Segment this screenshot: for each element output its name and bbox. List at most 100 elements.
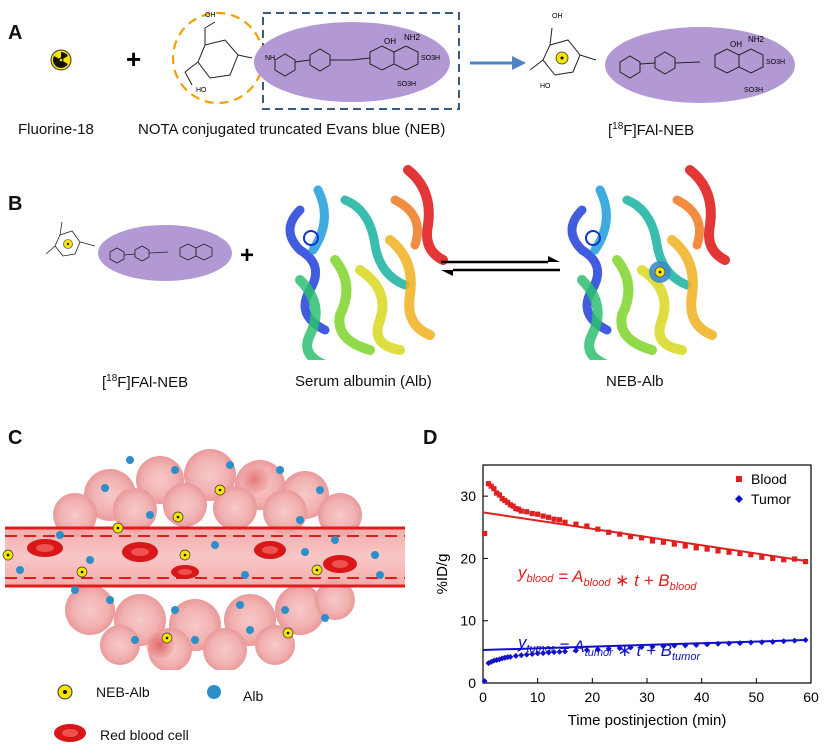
tumor-point — [671, 642, 678, 649]
blood-point — [584, 523, 590, 529]
caption-fal-neb-a-post: F]FAl-NEB — [623, 122, 695, 139]
fit-line-blood-fit — [482, 511, 806, 562]
tumor-point — [562, 648, 568, 655]
blood-point — [748, 552, 754, 558]
blood-point — [491, 486, 497, 492]
tumor-point — [490, 657, 497, 664]
neb-so3h-label-2: SO3H — [397, 81, 416, 88]
x-tick-label: 50 — [749, 689, 765, 705]
blood-point — [638, 535, 645, 541]
neb-nh-label: NH — [265, 55, 275, 62]
tumor-point — [518, 652, 525, 659]
tumor-point — [496, 656, 503, 663]
legend-rbc-icon — [54, 724, 86, 742]
legend-alb-label: Alb — [243, 688, 264, 704]
tumor-point — [523, 651, 530, 658]
tumor-point — [726, 640, 732, 647]
caption-fal-neb-a-pre: [ — [608, 122, 613, 139]
caption-fluorine-18: Fluorine-18 — [18, 121, 94, 138]
blood-point — [556, 517, 563, 523]
blood-point — [726, 549, 732, 555]
y-tick-label: 30 — [460, 488, 476, 504]
tumor-point — [583, 646, 590, 653]
tumor-point — [540, 650, 547, 657]
blood-point — [515, 506, 522, 512]
caption-neb-alb: NEB-Alb — [606, 373, 664, 390]
equation-blood: yblood = Ablood ∗ t + Bblood — [517, 563, 697, 593]
blood-point — [792, 556, 798, 562]
caption-fal-neb-b-sup: 18 — [106, 373, 118, 384]
panel-b-plus: + — [240, 242, 254, 269]
blood-point — [649, 538, 656, 544]
tumor-point — [545, 649, 552, 656]
panel-b-graphic: + — [45, 165, 730, 360]
legend-neb-alb-icon — [57, 684, 73, 700]
fal-neb-so3h-label-1: SO3H — [766, 59, 785, 66]
blood-point — [628, 534, 634, 540]
blood-point — [551, 516, 557, 522]
equation-tumor: ytumor = Atumor ∗ t + Btumor — [517, 633, 701, 663]
blood-point — [535, 511, 541, 517]
panel-b-label: B — [8, 193, 23, 215]
blood-point — [513, 506, 519, 512]
nota-structure — [184, 21, 253, 86]
blood-point — [671, 541, 677, 547]
neb-alb-protein — [567, 165, 730, 360]
tumor-point — [747, 639, 754, 646]
neb-structure — [274, 45, 419, 77]
blood-point — [802, 558, 809, 565]
blood-point — [660, 539, 666, 545]
tumor-point — [481, 678, 488, 685]
y-tick-label: 10 — [460, 613, 476, 629]
fal-ho-label: HO — [540, 83, 551, 90]
tumor-point — [802, 637, 809, 644]
caption-fal-neb-b-post: F]FAl-NEB — [117, 374, 189, 391]
y-tick-label: 20 — [460, 550, 476, 566]
tumor-point — [715, 640, 722, 647]
tumor-point — [649, 643, 656, 650]
tumor-point — [780, 638, 787, 645]
x-axis-label: Time postinjection (min) — [568, 712, 727, 729]
tumor-point — [704, 641, 711, 648]
x-tick-label: 20 — [585, 689, 601, 705]
caption-fal-neb-a: [18F]FAl-NEB — [608, 121, 694, 139]
blood-point — [499, 496, 505, 502]
reverse-arrow-head — [441, 270, 453, 276]
tumor-point — [594, 646, 601, 653]
fal-neb-structure — [619, 48, 764, 79]
tumor-point — [605, 645, 612, 652]
panel-d-label: D — [423, 427, 438, 449]
legend-neb-alb-label: NEB-Alb — [96, 684, 150, 700]
tumor-point — [638, 644, 645, 651]
tumor-point — [534, 650, 541, 657]
tumor-point — [660, 643, 667, 650]
blood-point — [617, 531, 623, 537]
fal-neb-nh2-label: NH2 — [748, 35, 765, 44]
small-neb-ellipse — [98, 225, 232, 281]
tumor-point — [507, 653, 514, 660]
tumor-point — [572, 647, 579, 654]
blood-point — [770, 555, 776, 562]
fal-oh-label: OH — [552, 13, 563, 20]
fal-neb-chelator — [529, 27, 597, 76]
blood-point — [573, 521, 579, 527]
blood-point — [737, 550, 743, 557]
legend-tumor-label: Tumor — [751, 491, 791, 507]
neb-oh-label: OH — [384, 37, 396, 46]
y-tick-label: 0 — [468, 675, 476, 691]
tumor-point — [512, 652, 519, 659]
blood-point — [488, 483, 494, 489]
tumor-point — [736, 640, 743, 647]
panel-a-plus: + — [126, 44, 141, 74]
blood-point — [546, 514, 552, 520]
x-tick-label: 60 — [803, 689, 819, 705]
serum-albumin-protein — [285, 165, 448, 360]
blood-point — [485, 481, 492, 487]
tumor-point — [693, 642, 700, 649]
legend-blood-label: Blood — [751, 471, 787, 487]
legend-blood-marker — [736, 476, 742, 482]
forward-arrow-head — [548, 256, 560, 262]
kinetics-chart: 0 10 20 30 40 50 60 0 10 20 30 %ID/g Time postinje… — [434, 464, 819, 729]
blood-point — [502, 497, 508, 504]
blood-point — [693, 545, 699, 551]
